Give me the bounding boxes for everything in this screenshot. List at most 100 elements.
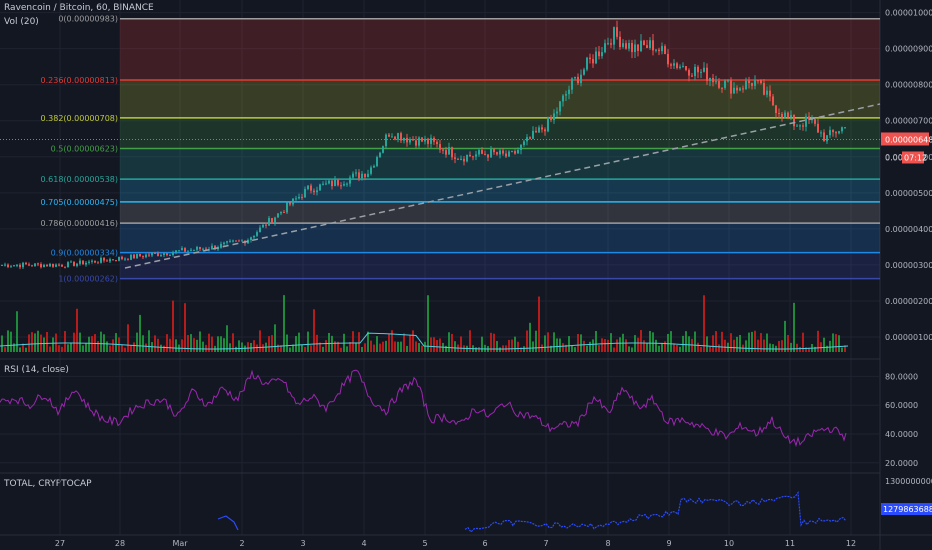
- candle-body: [316, 190, 318, 193]
- volume-bar: [565, 344, 567, 352]
- candle-body: [211, 245, 213, 250]
- fib-band: [120, 117, 880, 149]
- candle-body: [115, 260, 117, 262]
- volume-bar: [748, 332, 750, 352]
- candle-body: [760, 80, 762, 84]
- volume-bar: [568, 336, 570, 352]
- volume-bar: [808, 347, 810, 352]
- candle-body: [520, 145, 522, 151]
- candle-body: [286, 202, 288, 213]
- candle-body: [235, 240, 237, 242]
- volume-bar: [52, 337, 54, 352]
- candle-body: [430, 137, 432, 144]
- rsi-tick-label: 40.0000: [885, 430, 918, 439]
- candle-body: [103, 257, 105, 261]
- volume-bar: [739, 334, 741, 352]
- candle-body: [442, 149, 444, 151]
- fib-band: [120, 179, 880, 202]
- volume-bar: [193, 338, 195, 352]
- time-tick-label: 12: [846, 539, 856, 548]
- volume-bar: [322, 346, 324, 352]
- volume-bar: [127, 324, 129, 352]
- candle-body: [574, 76, 576, 79]
- candle-body: [472, 156, 474, 158]
- candle-body: [331, 180, 333, 187]
- volume-bar: [751, 331, 753, 352]
- volume-bar: [715, 331, 717, 352]
- volume-bar: [325, 340, 327, 352]
- volume-bar: [415, 341, 417, 352]
- candle-body: [343, 184, 345, 186]
- trend-line: [124, 103, 881, 269]
- candle-body: [454, 157, 456, 159]
- volume-bar: [718, 344, 720, 352]
- candle-body: [364, 173, 366, 178]
- candle-body: [427, 138, 429, 144]
- volume-bar: [301, 344, 303, 352]
- candle-body: [106, 260, 108, 262]
- candle-body: [196, 246, 198, 250]
- candle-body: [292, 198, 294, 205]
- volume-bar: [421, 345, 423, 352]
- volume-bar: [643, 340, 645, 352]
- candle-body: [457, 158, 459, 160]
- volume-bar: [835, 334, 837, 352]
- volume-bar: [67, 344, 69, 352]
- time-tick-label: 9: [666, 539, 671, 548]
- candle-body: [802, 125, 804, 127]
- candle-body: [160, 255, 162, 257]
- volume-bar: [259, 330, 261, 352]
- volume-bar: [790, 342, 792, 352]
- volume-ma-line: [0, 332, 849, 350]
- volume-bar: [409, 335, 411, 352]
- candle-body: [682, 66, 684, 68]
- candle-body: [415, 140, 417, 146]
- candle-body: [277, 213, 279, 218]
- candle-body: [31, 265, 33, 267]
- volume-bar: [298, 332, 300, 352]
- volume-bar: [328, 332, 330, 352]
- candle-body: [64, 266, 66, 268]
- volume-bar: [10, 331, 12, 352]
- candle-body: [805, 116, 807, 127]
- volume-bar: [628, 346, 630, 352]
- candle-body: [52, 263, 54, 267]
- volume-bar: [661, 342, 663, 352]
- candle-body: [73, 261, 75, 266]
- candle-body: [523, 141, 525, 146]
- candle-body: [625, 43, 627, 49]
- candle-body: [289, 202, 291, 205]
- volume-bar: [184, 303, 186, 352]
- volume-bar: [685, 331, 687, 352]
- candle-body: [580, 74, 582, 84]
- volume-bar: [778, 340, 780, 352]
- volume-bar: [76, 308, 78, 352]
- candle-body: [385, 134, 387, 147]
- candle-body: [598, 51, 600, 57]
- candle-body: [22, 262, 24, 268]
- candle-body: [298, 196, 300, 199]
- candle-body: [370, 167, 372, 174]
- candle-body: [412, 139, 414, 141]
- volume-bar: [826, 345, 828, 352]
- symbol-title: Ravencoin / Bitcoin, 60, BINANCE: [4, 3, 154, 13]
- volume-bar: [844, 345, 846, 352]
- volume-bar: [157, 338, 159, 352]
- candle-body: [373, 166, 375, 168]
- candle-body: [784, 112, 786, 118]
- volume-bar: [670, 331, 672, 352]
- candle-body: [418, 137, 420, 146]
- candle-body: [616, 27, 618, 37]
- volume-bar: [631, 347, 633, 352]
- volume-bar: [598, 345, 600, 352]
- candle-body: [79, 260, 81, 264]
- volume-bar: [283, 295, 285, 352]
- fib-label: 0(0.00000983): [58, 15, 118, 24]
- candle-body: [223, 242, 225, 244]
- fib-band: [120, 201, 880, 224]
- volume-bar: [334, 341, 336, 352]
- candle-body: [811, 119, 813, 121]
- candle-body: [268, 218, 270, 226]
- volume-bar: [199, 331, 201, 352]
